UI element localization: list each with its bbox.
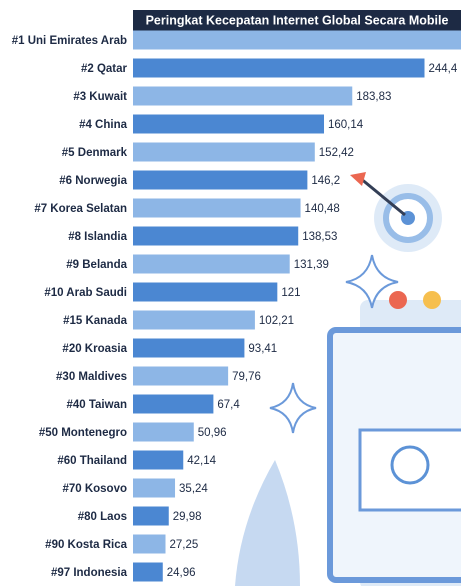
value-label: 79,76 bbox=[232, 371, 261, 383]
bar bbox=[133, 367, 228, 386]
value-label: 102,21 bbox=[259, 315, 294, 327]
bar bbox=[133, 255, 290, 274]
category-label: #97 Indonesia bbox=[51, 567, 128, 579]
value-label: 160,14 bbox=[328, 119, 364, 131]
bar bbox=[133, 339, 244, 358]
bar bbox=[133, 87, 352, 106]
bar bbox=[133, 199, 301, 218]
bar bbox=[133, 115, 324, 134]
category-label: #70 Kosovo bbox=[62, 483, 127, 495]
window bbox=[360, 430, 461, 510]
bar bbox=[133, 423, 194, 442]
category-label: #6 Norwegia bbox=[59, 175, 127, 187]
value-label: 131,39 bbox=[294, 259, 329, 271]
star bbox=[270, 383, 316, 433]
value-label: 138,53 bbox=[302, 231, 337, 243]
category-label: #5 Denmark bbox=[62, 147, 128, 159]
bar bbox=[133, 451, 183, 470]
category-label: #9 Belanda bbox=[66, 259, 127, 271]
dot bbox=[389, 291, 407, 309]
category-label: #30 Maldives bbox=[56, 371, 127, 383]
category-label: #1 Uni Emirates Arab bbox=[12, 35, 127, 47]
category-label: #10 Arab Saudi bbox=[44, 287, 127, 299]
bar bbox=[133, 563, 163, 582]
bar bbox=[133, 283, 277, 302]
value-label: 24,96 bbox=[167, 567, 196, 579]
bar bbox=[133, 227, 298, 246]
bar bbox=[133, 535, 166, 554]
leaf bbox=[235, 460, 300, 586]
bar bbox=[133, 31, 461, 50]
value-label: 35,24 bbox=[179, 483, 208, 495]
dot bbox=[423, 291, 441, 309]
category-label: #40 Taiwan bbox=[66, 399, 127, 411]
category-label: #4 China bbox=[79, 119, 128, 131]
value-label: 27,25 bbox=[170, 539, 199, 551]
arrow-tail bbox=[350, 172, 366, 186]
category-label: #3 Kuwait bbox=[73, 91, 127, 103]
value-label: 183,83 bbox=[356, 91, 391, 103]
value-label: 152,42 bbox=[319, 147, 354, 159]
value-label: 50,96 bbox=[198, 427, 227, 439]
category-label: #60 Thailand bbox=[57, 455, 127, 467]
bar bbox=[133, 143, 315, 162]
bar bbox=[133, 507, 169, 526]
bar bbox=[133, 59, 425, 78]
bar bbox=[133, 311, 255, 330]
category-label: #8 Islandia bbox=[68, 231, 127, 243]
bar bbox=[133, 479, 175, 498]
value-label: 146,2 bbox=[311, 175, 340, 187]
value-label: 140,48 bbox=[305, 203, 340, 215]
value-label: 42,14 bbox=[187, 455, 216, 467]
value-label: 93,41 bbox=[248, 343, 277, 355]
category-label: #2 Qatar bbox=[81, 63, 128, 75]
category-label: #7 Korea Selatan bbox=[34, 203, 127, 215]
value-label: 244,4 bbox=[429, 63, 458, 75]
category-label: #50 Montenegro bbox=[39, 427, 127, 439]
bar bbox=[133, 395, 213, 414]
category-label: #20 Kroasia bbox=[62, 343, 127, 355]
value-label: 29,98 bbox=[173, 511, 202, 523]
category-label: #90 Kosta Rica bbox=[45, 539, 127, 551]
category-label: #80 Laos bbox=[78, 511, 127, 523]
chart-title: Peringkat Kecepatan Internet Global Seca… bbox=[146, 13, 449, 27]
category-label: #15 Kanada bbox=[63, 315, 128, 327]
value-label: 67,4 bbox=[217, 399, 240, 411]
bar bbox=[133, 171, 307, 190]
value-label: 121 bbox=[281, 287, 300, 299]
chart: Peringkat Kecepatan Internet Global Seca… bbox=[0, 0, 461, 586]
